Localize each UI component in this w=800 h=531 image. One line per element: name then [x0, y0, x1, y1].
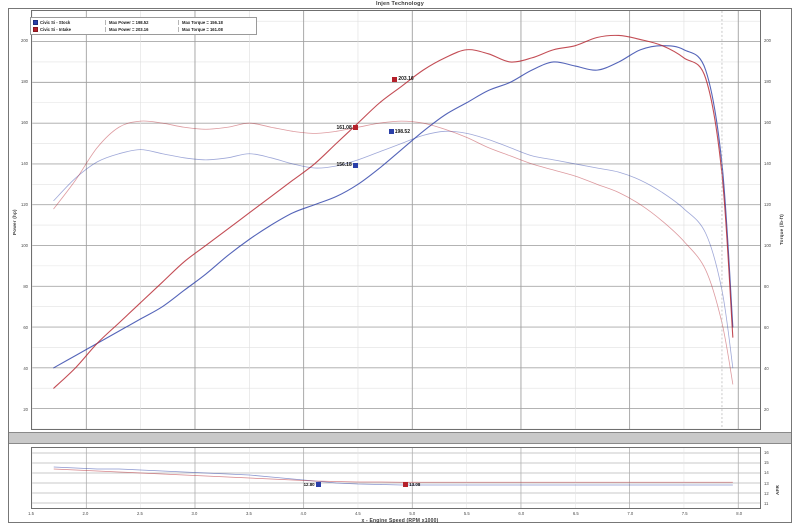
- legend-max-power: Max Power = 203.16: [105, 27, 175, 32]
- x-tick: 8.0: [736, 511, 743, 516]
- y-tick-left: 200: [21, 38, 28, 44]
- power-torque-plot-svg: [32, 11, 760, 429]
- afr-plot-svg: [32, 448, 760, 508]
- afr-tick: 11: [764, 501, 769, 507]
- y-tick-right: 40: [764, 366, 769, 372]
- chart-title: Injen Technology: [375, 1, 425, 7]
- main-plot-area[interactable]: [31, 10, 761, 430]
- panel-divider: [9, 432, 791, 444]
- callout-marker-icon: [392, 76, 398, 82]
- callout-tq-intake: 161.08: [336, 124, 358, 131]
- legend-swatch-stock-icon: [33, 20, 38, 25]
- x-tick: 3.0: [191, 511, 198, 516]
- afr-tick: 15: [764, 460, 769, 465]
- y-tick-left: 40: [23, 366, 28, 372]
- y-tick-right: 140: [764, 161, 771, 167]
- x-axis-title: x - Engine Speed (RPM x1000): [361, 518, 439, 524]
- legend-max-power: Max Power = 198.52: [105, 20, 175, 25]
- afr-plot-area[interactable]: [31, 447, 761, 509]
- x-tick: 7.0: [627, 511, 634, 516]
- y-axis-left-title: Power (hp): [12, 209, 17, 235]
- y-tick-right: 20: [764, 407, 769, 412]
- y-axis-right-title: Torque (lb-ft): [779, 213, 784, 245]
- callout-afr-stock: 12.80: [303, 482, 321, 488]
- x-tick: 2.0: [82, 511, 89, 516]
- callout-value: 203.16: [398, 76, 414, 83]
- y-tick-left: 20: [23, 407, 28, 412]
- callout-hp-intake: 203.16: [392, 76, 414, 83]
- callout-marker-icon: [352, 162, 358, 168]
- y-tick-right: 180: [764, 79, 771, 85]
- y-tick-left: 140: [21, 161, 28, 167]
- legend-series-name: Civic Si - Stock: [40, 20, 71, 25]
- x-tick: 5.0: [409, 511, 416, 516]
- y-tick-left: 100: [21, 243, 28, 249]
- afr-axis-title: AFR: [775, 484, 780, 495]
- x-tick: 5.5: [463, 511, 470, 516]
- callout-afr-intake: 13.08: [403, 482, 421, 488]
- y-tick-right: 100: [764, 243, 771, 249]
- callout-value: 12.80: [303, 482, 315, 488]
- y-tick-right: 60: [764, 325, 769, 331]
- afr-tick: 14: [764, 470, 769, 476]
- legend-max-torque: Max Torque = 161.08: [178, 27, 254, 32]
- afr-tick: 12: [764, 491, 769, 496]
- legend-row[interactable]: Civic Si - Intake Max Power = 203.16 Max…: [33, 26, 254, 33]
- x-tick: 4.5: [354, 511, 361, 516]
- callout-tq-stock: 156.18: [336, 162, 358, 169]
- callout-marker-icon: [352, 125, 358, 131]
- y-tick-right: 160: [764, 120, 771, 126]
- callout-value: 198.52: [394, 128, 410, 135]
- x-tick: 3.5: [245, 511, 252, 516]
- y-tick-left: 60: [23, 325, 28, 331]
- y-tick-left: 160: [21, 120, 28, 126]
- callout-marker-icon: [388, 129, 394, 135]
- legend-row[interactable]: Civic Si - Stock Max Power = 198.52 Max …: [33, 19, 254, 26]
- y-tick-left: 180: [21, 79, 28, 85]
- callout-marker-icon: [315, 482, 321, 488]
- x-tick: 7.5: [681, 511, 688, 516]
- callout-hp-stock: 198.52: [388, 128, 410, 135]
- afr-tick: 16: [764, 449, 769, 455]
- legend-series-name: Civic Si - Intake: [40, 27, 71, 32]
- y-tick-right: 200: [764, 38, 771, 44]
- y-tick-left: 120: [21, 202, 28, 208]
- x-tick: 1.5: [28, 511, 34, 516]
- x-tick: 6.0: [518, 511, 525, 516]
- x-tick: 2.5: [137, 511, 143, 516]
- callout-value: 13.08: [409, 482, 421, 488]
- legend-max-torque: Max Torque = 156.18: [178, 20, 254, 25]
- chart-legend[interactable]: Civic Si - Stock Max Power = 198.52 Max …: [30, 17, 257, 35]
- x-tick: 6.5: [572, 511, 579, 516]
- y-tick-left: 80: [23, 284, 28, 290]
- callout-value: 161.08: [336, 124, 352, 131]
- legend-swatch-intake-icon: [33, 27, 38, 32]
- afr-tick: 13: [764, 480, 769, 486]
- x-tick: 4.0: [300, 511, 307, 516]
- callout-marker-icon: [403, 482, 409, 488]
- callout-value: 156.18: [336, 162, 352, 169]
- y-tick-right: 80: [764, 284, 769, 290]
- y-tick-right: 120: [764, 202, 771, 208]
